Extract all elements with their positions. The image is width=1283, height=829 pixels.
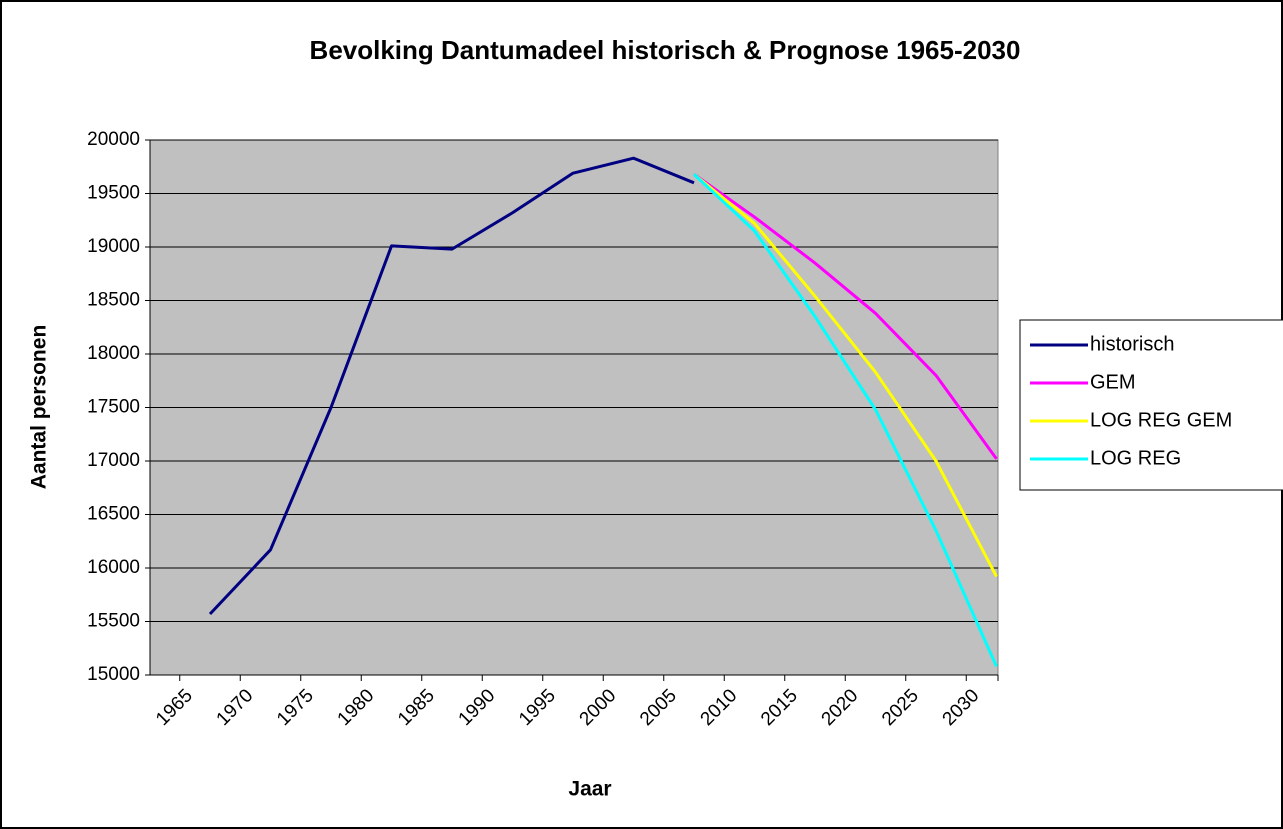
y-tick-label: 18500	[87, 290, 140, 311]
legend-label: GEM	[1090, 371, 1136, 393]
series-line	[693, 173, 998, 578]
series-line	[692, 173, 998, 668]
y-tick-label: 16500	[87, 504, 140, 525]
series-line	[693, 173, 998, 460]
legend-label: historisch	[1090, 333, 1174, 355]
y-tick-label: 16000	[87, 557, 140, 578]
y-tick-label: 19500	[87, 183, 140, 204]
x-axis-label: Jaar	[568, 778, 611, 801]
y-tick-label: 17000	[87, 450, 140, 471]
y-tick-label: 19000	[87, 236, 140, 257]
y-tick-label: 15000	[87, 664, 140, 685]
y-tick-label: 20000	[87, 129, 140, 150]
legend-label: LOG REG GEM	[1090, 409, 1232, 431]
y-tick-label: 18000	[87, 343, 140, 364]
chart-title: Bevolking Dantumadeel historisch & Progn…	[310, 35, 1021, 65]
y-tick-label: 15500	[87, 611, 140, 632]
y-tick-label: 17500	[87, 397, 140, 418]
legend	[1019, 319, 1283, 491]
y-axis-label: Aantal personen	[28, 325, 51, 490]
legend-label: LOG REG	[1090, 447, 1181, 469]
series-line	[208, 156, 695, 616]
